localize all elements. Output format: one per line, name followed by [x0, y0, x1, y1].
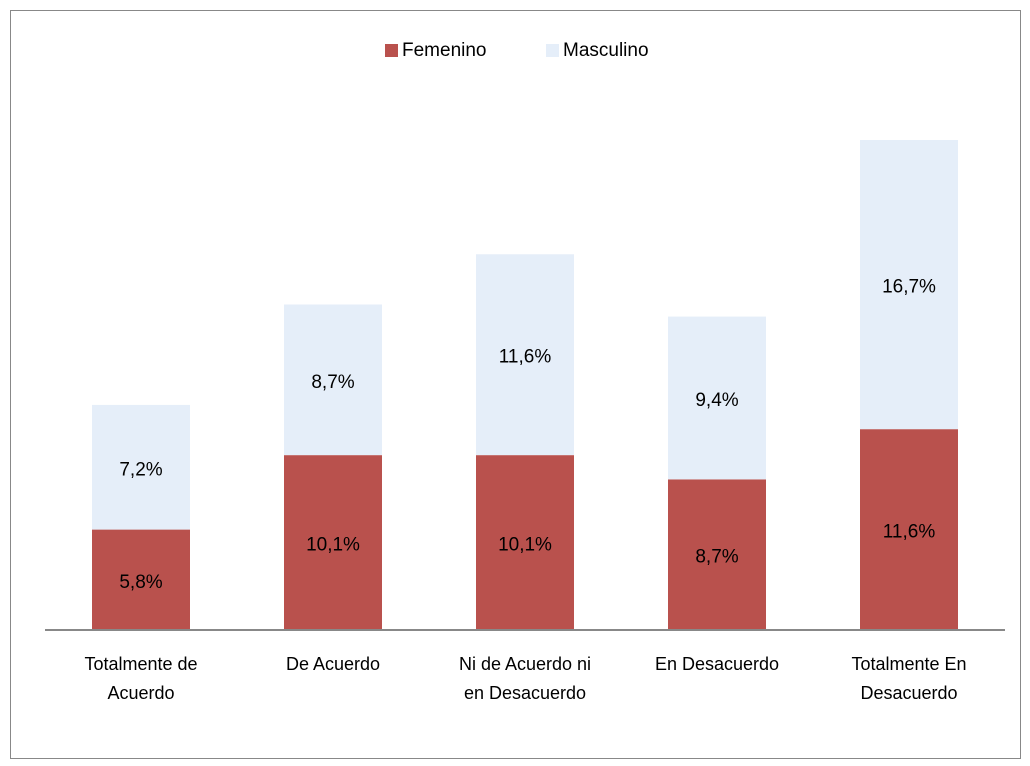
bar-segment: [668, 479, 766, 630]
legend-label: Masculino: [563, 40, 649, 61]
data-label: 7,2%: [119, 459, 162, 480]
bar-segment: [284, 304, 382, 456]
legend-label: Femenino: [402, 40, 487, 61]
data-label: 8,7%: [311, 372, 354, 393]
bar-segment: [92, 529, 190, 630]
bar-segment: [476, 254, 574, 456]
legend-swatch: [546, 44, 559, 57]
x-tick-label: Totalmente En Desacuerdo: [851, 654, 967, 703]
x-tick-label: Totalmente de Acuerdo: [84, 654, 198, 703]
bar-segment: [860, 140, 958, 430]
bar-segment: [92, 404, 190, 530]
data-label: 9,4%: [695, 390, 738, 411]
bar-segment: [668, 316, 766, 480]
x-tick-label: Ni de Acuerdo ni en Desacuerdo: [458, 654, 592, 703]
bar-segment: [476, 455, 574, 630]
data-label: 11,6%: [499, 347, 552, 368]
data-label: 16,7%: [882, 277, 936, 298]
data-label: 5,8%: [119, 572, 162, 593]
data-label: 8,7%: [695, 547, 738, 568]
data-label: 10,1%: [306, 535, 360, 556]
x-tick-label: De Acuerdo: [285, 654, 381, 674]
data-label: 11,6%: [883, 522, 936, 543]
legend-swatch: [385, 44, 398, 57]
data-label: 10,1%: [498, 535, 552, 556]
bar-segment: [860, 429, 958, 630]
x-tick-label: En Desacuerdo: [654, 654, 780, 674]
bar-segment: [284, 455, 382, 630]
